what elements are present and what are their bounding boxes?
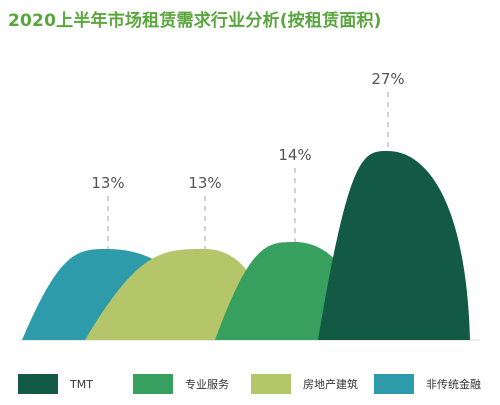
data-label-2: 14% — [278, 146, 311, 164]
legend-item-professional-services: 专业服务 — [133, 373, 229, 395]
legend-label-real-estate: 房地产建筑 — [303, 378, 358, 391]
legend-swatch-professional-services — [133, 374, 173, 394]
peak-1 — [85, 249, 268, 340]
data-label-0: 13% — [91, 174, 124, 192]
legend-label-professional-services: 专业服务 — [185, 378, 229, 391]
legend-item-non-traditional-finance: 非传统金融 — [374, 373, 481, 395]
legend-item-tmt: TMT — [18, 373, 93, 395]
legend-item-real-estate: 房地产建筑 — [251, 373, 358, 395]
legend-label-non-traditional-finance: 非传统金融 — [426, 378, 481, 391]
data-label-1: 13% — [188, 174, 221, 192]
chart-title: 2020上半年市场租赁需求行业分析(按租赁面积) — [8, 11, 382, 31]
peak-3 — [318, 151, 470, 340]
legend-swatch-non-traditional-finance — [374, 374, 414, 394]
legend-label-tmt: TMT — [70, 377, 93, 391]
data-label-3: 27% — [371, 70, 404, 88]
legend-swatch-tmt — [18, 374, 58, 394]
legend-swatch-real-estate — [251, 374, 291, 394]
